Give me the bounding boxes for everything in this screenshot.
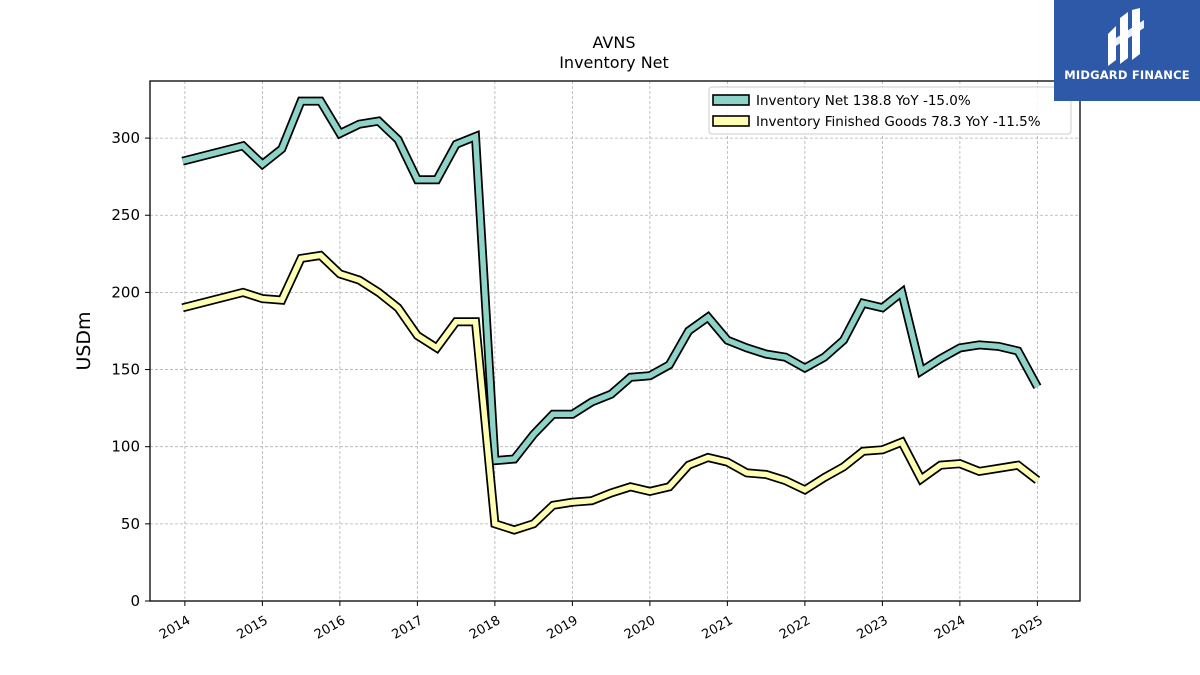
axis-ticks: 0 50 100 150 200 250 300 2014 2015 2016 2017 2018 20… [111,129,1045,643]
y-axis-label: USDm [73,311,95,370]
plot-frame [149,80,1081,602]
y-tick-label: 100 [111,438,140,456]
x-tick-label: 2022 [777,613,813,643]
logo-mark-icon [1108,8,1144,66]
x-tick-label: 2023 [855,613,891,643]
x-tick-label: 2020 [622,613,658,643]
legend-frame [708,86,1072,135]
legend-label-inventory-net: Inventory Net 138.8 YoY -15.0% [756,93,971,109]
legend-swatch-inventory-net [712,94,750,106]
x-tick-label: 2015 [235,613,271,643]
x-tick-label: 2025 [1010,613,1046,643]
y-tick-label: 300 [111,129,140,147]
x-tick-label: 2024 [932,613,968,643]
grid [150,81,1080,602]
series-line-inventory-finished-goods [181,252,1040,533]
series-outline-inventory-net [181,96,1042,466]
series-line-inventory-net [181,98,1040,464]
x-tick-label: 2016 [312,613,348,643]
y-tick-label: 150 [111,361,140,379]
legend-label-inventory-finished-goods: Inventory Finished Goods 78.3 YoY -11.5% [756,114,1041,130]
x-tick-label: 2018 [467,613,503,643]
legend: Inventory Net 138.8 YoY -15.0% Inventory… [708,86,1072,135]
brand-logo: MIDGARD FINANCE [1054,0,1200,101]
chart-title: AVNS [593,33,636,52]
x-tick-label: 2019 [545,613,581,643]
series-lines [181,96,1042,535]
y-tick-label: 250 [111,206,140,224]
x-tick-label: 2014 [157,613,193,643]
y-tick-label: 50 [121,515,140,533]
logo-text: MIDGARD FINANCE [1064,68,1190,82]
legend-swatch-inventory-finished-goods [712,115,750,127]
x-tick-label: 2021 [700,613,736,643]
y-tick-label: 0 [130,592,140,610]
chart-subtitle: Inventory Net [559,53,669,72]
y-tick-label: 200 [111,283,140,301]
x-tick-label: 2017 [390,613,426,643]
